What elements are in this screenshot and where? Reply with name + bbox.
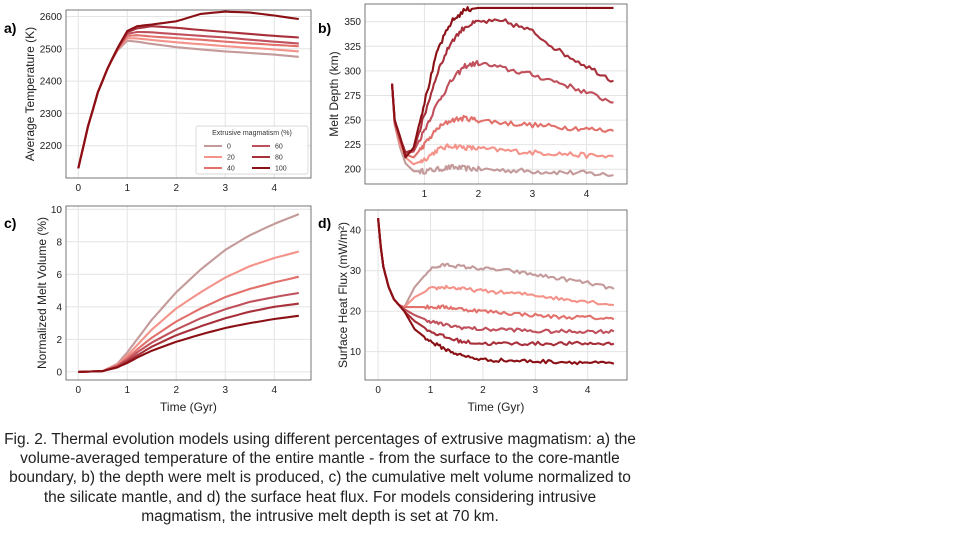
series-line-100 (390, 6, 614, 159)
x-tick-label: 2 (476, 189, 482, 200)
x-tick-label: 1 (124, 385, 130, 396)
y-tick-label: 2 (56, 335, 62, 346)
y-tick-label: 10 (350, 347, 362, 358)
y-tick-label: 40 (350, 226, 362, 237)
x-tick-label: 1 (422, 189, 428, 200)
plot-frame (65, 9, 312, 179)
x-tick-label: 2 (173, 385, 179, 396)
x-tick-label: 3 (533, 385, 539, 396)
y-tick-label: 10 (51, 205, 63, 216)
x-tick-label: 4 (584, 189, 590, 200)
series-line-80 (390, 18, 614, 154)
y-tick-label: 0 (56, 367, 62, 378)
panel-label: c) (4, 215, 16, 231)
y-tick-label: 2400 (40, 77, 63, 88)
y-tick-label: 325 (344, 42, 361, 53)
y-tick-label: 2600 (40, 12, 63, 23)
series-line-20 (377, 217, 615, 309)
x-tick-label: 1 (124, 183, 130, 194)
y-tick-label: 2500 (40, 44, 63, 55)
x-tick-label: 3 (530, 189, 536, 200)
panel-label: a) (4, 20, 16, 36)
legend-entry-60: 60 (275, 144, 283, 151)
x-tick-label: 2 (480, 385, 486, 396)
series-line-20 (78, 250, 300, 373)
legend-entry-80: 80 (275, 155, 283, 162)
x-tick-label: 2 (173, 183, 179, 194)
legend-entry-0: 0 (227, 144, 231, 151)
y-tick-label: 20 (350, 307, 362, 318)
x-axis-label: Time (Gyr) (468, 400, 525, 414)
x-tick-label: 3 (222, 385, 228, 396)
x-tick-label: 0 (375, 385, 381, 396)
figure-caption: Fig. 2. Thermal evolution models using d… (4, 431, 636, 525)
legend-title: Extrusive magmatism (%) (212, 130, 292, 137)
series-line-100 (377, 217, 615, 366)
series-line-0 (390, 83, 614, 177)
series-line-0 (78, 213, 300, 373)
legend-entry-20: 20 (227, 155, 235, 162)
x-tick-label: 0 (75, 183, 81, 194)
y-tick-label: 250 (344, 116, 361, 127)
legend-entry-40: 40 (227, 166, 235, 173)
series-line-20 (390, 83, 614, 166)
y-tick-label: 2300 (40, 109, 63, 120)
y-tick-label: 2200 (40, 141, 63, 152)
plot-frame (364, 3, 628, 185)
y-tick-label: 4 (56, 302, 62, 313)
y-axis-label: Surface Heat Flux (mW/m²) (336, 222, 350, 368)
x-axis-label: Time (Gyr) (160, 400, 217, 414)
legend-entry-100: 100 (275, 166, 287, 173)
x-tick-label: 3 (222, 183, 228, 194)
series-line-100 (78, 314, 299, 373)
panel-label: b) (318, 20, 331, 36)
x-tick-label: 1 (428, 385, 434, 396)
y-tick-label: 275 (344, 91, 361, 102)
y-tick-label: 350 (344, 17, 361, 28)
series-line-60 (390, 60, 614, 155)
panel-label: d) (318, 215, 331, 231)
series-line-60 (78, 291, 299, 373)
x-tick-label: 4 (271, 385, 277, 396)
x-tick-label: 0 (75, 385, 81, 396)
legend-box (195, 125, 309, 175)
panel-b-chart: b) 1 2 3 4 200 225 250 275 300 325 350 Melt Depth (k… (318, 3, 628, 200)
y-axis-label: Normalized Melt Volume (%) (35, 217, 49, 369)
y-tick-label: 200 (344, 165, 361, 176)
y-tick-label: 300 (344, 66, 361, 77)
y-tick-label: 225 (344, 140, 361, 151)
y-axis-label: Average Temperature (K) (23, 27, 37, 161)
y-tick-label: 8 (56, 237, 62, 248)
plot-frame (364, 209, 628, 381)
x-tick-label: 4 (271, 183, 277, 194)
y-axis-label: Melt Depth (km) (327, 51, 341, 136)
plot-frame (65, 205, 312, 381)
y-tick-label: 6 (56, 270, 62, 281)
series-line-100 (77, 10, 299, 169)
y-tick-label: 30 (350, 266, 362, 277)
x-tick-label: 4 (585, 385, 591, 396)
series-line-40 (377, 217, 615, 321)
